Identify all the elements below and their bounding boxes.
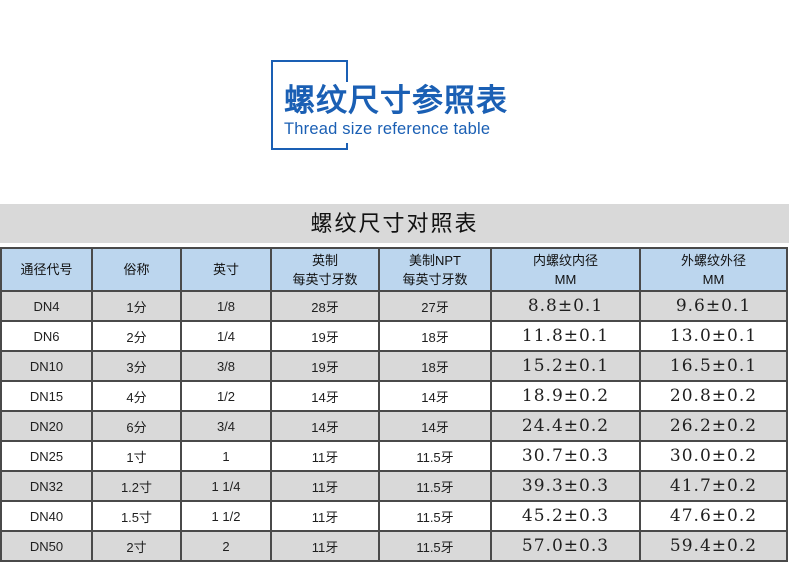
table-cell: DN4 bbox=[0, 290, 93, 322]
table-cell: 11.8±0.1 bbox=[490, 320, 641, 352]
spec-table-section: 螺纹尺寸对照表 通径代号 俗称 英寸 英制 每英寸牙数 美制NPT 每英寸牙数 内螺纹内径 MM… bbox=[0, 204, 789, 562]
table-cell: 18牙 bbox=[378, 320, 492, 352]
table-cell: 2寸 bbox=[91, 530, 182, 562]
table-cell: 28牙 bbox=[270, 290, 380, 322]
table-cell: DN40 bbox=[0, 500, 93, 532]
table-cell: 2分 bbox=[91, 320, 182, 352]
table-cell: 4分 bbox=[91, 380, 182, 412]
table-cell: 24.4±0.2 bbox=[490, 410, 641, 442]
page-subtitle: Thread size reference table bbox=[284, 120, 491, 138]
column-header: 外螺纹外径 MM bbox=[639, 247, 788, 292]
table-row: DN40 1.5寸 1 1/2 11牙 11.5牙 45.2±0.3 47.6±0.2 bbox=[0, 500, 788, 532]
table-cell: DN15 bbox=[0, 380, 93, 412]
table-cell: 15.2±0.1 bbox=[490, 350, 641, 382]
table-cell: 11牙 bbox=[270, 440, 380, 472]
table-row: DN20 6分 3/4 14牙 14牙 24.4±0.2 26.2±0.2 bbox=[0, 410, 788, 442]
table-row: DN32 1.2寸 1 1/4 11牙 11.5牙 39.3±0.3 41.7±0.2 bbox=[0, 470, 788, 502]
table-cell: 57.0±0.3 bbox=[490, 530, 641, 562]
table-cell: DN6 bbox=[0, 320, 93, 352]
table-row: DN4 1分 1/8 28牙 27牙 8.8±0.1 9.6±0.1 bbox=[0, 290, 788, 322]
table-cell: 8.8±0.1 bbox=[490, 290, 641, 322]
table-cell: 14牙 bbox=[378, 410, 492, 442]
table-cell: DN32 bbox=[0, 470, 93, 502]
table-cell: 6分 bbox=[91, 410, 182, 442]
table-cell: 19牙 bbox=[270, 350, 380, 382]
table-cell: 20.8±0.2 bbox=[639, 380, 788, 412]
table-row: DN10 3分 3/8 19牙 18牙 15.2±0.1 16.5±0.1 bbox=[0, 350, 788, 382]
column-header: 俗称 bbox=[91, 247, 182, 292]
table-cell: 11牙 bbox=[270, 530, 380, 562]
table-cell: 18.9±0.2 bbox=[490, 380, 641, 412]
table-cell: 1/4 bbox=[180, 320, 272, 352]
table-cell: 1寸 bbox=[91, 440, 182, 472]
table-cell: 11.5牙 bbox=[378, 470, 492, 502]
table-cell: 16.5±0.1 bbox=[639, 350, 788, 382]
table-cell: 3/4 bbox=[180, 410, 272, 442]
table-cell: 3分 bbox=[91, 350, 182, 382]
table-cell: 1 1/2 bbox=[180, 500, 272, 532]
table-row: DN15 4分 1/2 14牙 14牙 18.9±0.2 20.8±0.2 bbox=[0, 380, 788, 412]
table-cell: 2 bbox=[180, 530, 272, 562]
table-cell: 45.2±0.3 bbox=[490, 500, 641, 532]
table-cell: 11.5牙 bbox=[378, 440, 492, 472]
table-cell: 1/2 bbox=[180, 380, 272, 412]
table-cell: 30.0±0.2 bbox=[639, 440, 788, 472]
table-cell: 11.5牙 bbox=[378, 530, 492, 562]
column-header: 英制 每英寸牙数 bbox=[270, 247, 380, 292]
table-cell: 41.7±0.2 bbox=[639, 470, 788, 502]
table-cell: 1.2寸 bbox=[91, 470, 182, 502]
table-cell: 1分 bbox=[91, 290, 182, 322]
table-row: DN25 1寸 1 11牙 11.5牙 30.7±0.3 30.0±0.2 bbox=[0, 440, 788, 472]
table-cell: 9.6±0.1 bbox=[639, 290, 788, 322]
header-text-block: 螺纹尺寸参照表 Thread size reference table bbox=[282, 82, 514, 143]
table-cell: 39.3±0.3 bbox=[490, 470, 641, 502]
table-cell: 3/8 bbox=[180, 350, 272, 382]
column-header: 内螺纹内径 MM bbox=[490, 247, 641, 292]
table-row: DN50 2寸 2 11牙 11.5牙 57.0±0.3 59.4±0.2 bbox=[0, 530, 788, 562]
spec-table: 通径代号 俗称 英寸 英制 每英寸牙数 美制NPT 每英寸牙数 内螺纹内径 MM 外螺纹外径 MM … bbox=[0, 247, 788, 562]
table-cell: 14牙 bbox=[378, 380, 492, 412]
table-cell: 27牙 bbox=[378, 290, 492, 322]
table-cell: 26.2±0.2 bbox=[639, 410, 788, 442]
table-cell: 18牙 bbox=[378, 350, 492, 382]
table-cell: 13.0±0.1 bbox=[639, 320, 788, 352]
column-header: 美制NPT 每英寸牙数 bbox=[378, 247, 492, 292]
table-cell: 11.5牙 bbox=[378, 500, 492, 532]
table-cell: DN25 bbox=[0, 440, 93, 472]
table-row: DN6 2分 1/4 19牙 18牙 11.8±0.1 13.0±0.1 bbox=[0, 320, 788, 352]
table-cell: 1 bbox=[180, 440, 272, 472]
page-title: 螺纹尺寸参照表 bbox=[284, 83, 508, 118]
table-cell: 47.6±0.2 bbox=[639, 500, 788, 532]
table-cell: 19牙 bbox=[270, 320, 380, 352]
table-header-row: 通径代号 俗称 英寸 英制 每英寸牙数 美制NPT 每英寸牙数 内螺纹内径 MM 外螺纹外径 MM bbox=[0, 247, 788, 292]
table-cell: 14牙 bbox=[270, 380, 380, 412]
table-cell: 30.7±0.3 bbox=[490, 440, 641, 472]
table-title: 螺纹尺寸对照表 bbox=[0, 204, 789, 243]
table-cell: 14牙 bbox=[270, 410, 380, 442]
column-header: 通径代号 bbox=[0, 247, 93, 292]
table-cell: 11牙 bbox=[270, 470, 380, 502]
table-cell: DN20 bbox=[0, 410, 93, 442]
table-cell: 1 1/4 bbox=[180, 470, 272, 502]
table-cell: 1.5寸 bbox=[91, 500, 182, 532]
table-cell: 11牙 bbox=[270, 500, 380, 532]
table-cell: 1/8 bbox=[180, 290, 272, 322]
table-cell: DN50 bbox=[0, 530, 93, 562]
column-header: 英寸 bbox=[180, 247, 272, 292]
table-cell: 59.4±0.2 bbox=[639, 530, 788, 562]
table-cell: DN10 bbox=[0, 350, 93, 382]
